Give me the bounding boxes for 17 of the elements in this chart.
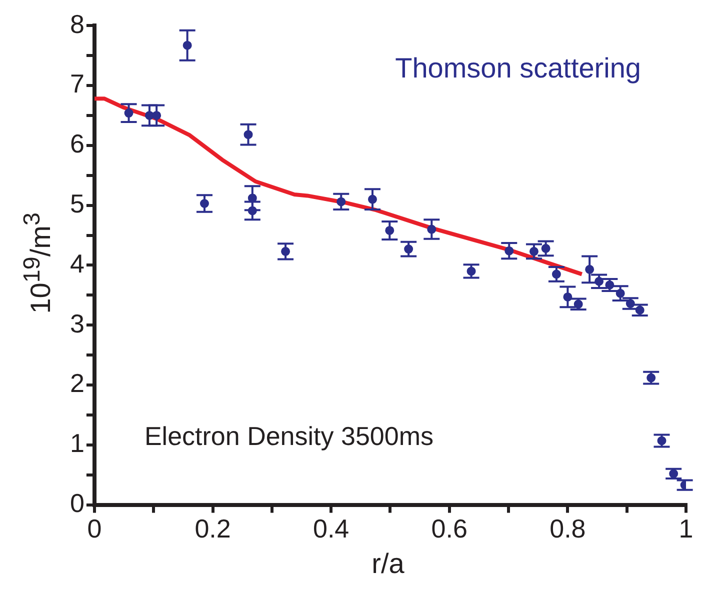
y-tick-label: 2: [70, 368, 84, 398]
y-tick-label: 7: [70, 68, 84, 99]
y-tick-label: 1: [70, 428, 84, 458]
x-tick-label: 0.2: [194, 514, 231, 544]
y-tick-label: 0: [70, 488, 84, 518]
x-tick-label: 0.4: [313, 514, 350, 544]
y-tick-label: 6: [70, 128, 84, 159]
x-tick-label: 0.6: [431, 514, 468, 544]
x-tick-label: 1: [678, 514, 694, 544]
annotation: Electron Density 3500ms: [144, 420, 434, 451]
y-tick-label: 4: [70, 248, 84, 278]
x-tick-label: 0.8: [550, 514, 586, 544]
y-tick-label: 3: [70, 308, 84, 338]
y-tick-label: 5: [70, 188, 84, 218]
y-tick-label: 8: [70, 8, 84, 39]
text: Thomson scattering: [395, 52, 641, 84]
x-axis-title: r/a: [370, 548, 406, 580]
